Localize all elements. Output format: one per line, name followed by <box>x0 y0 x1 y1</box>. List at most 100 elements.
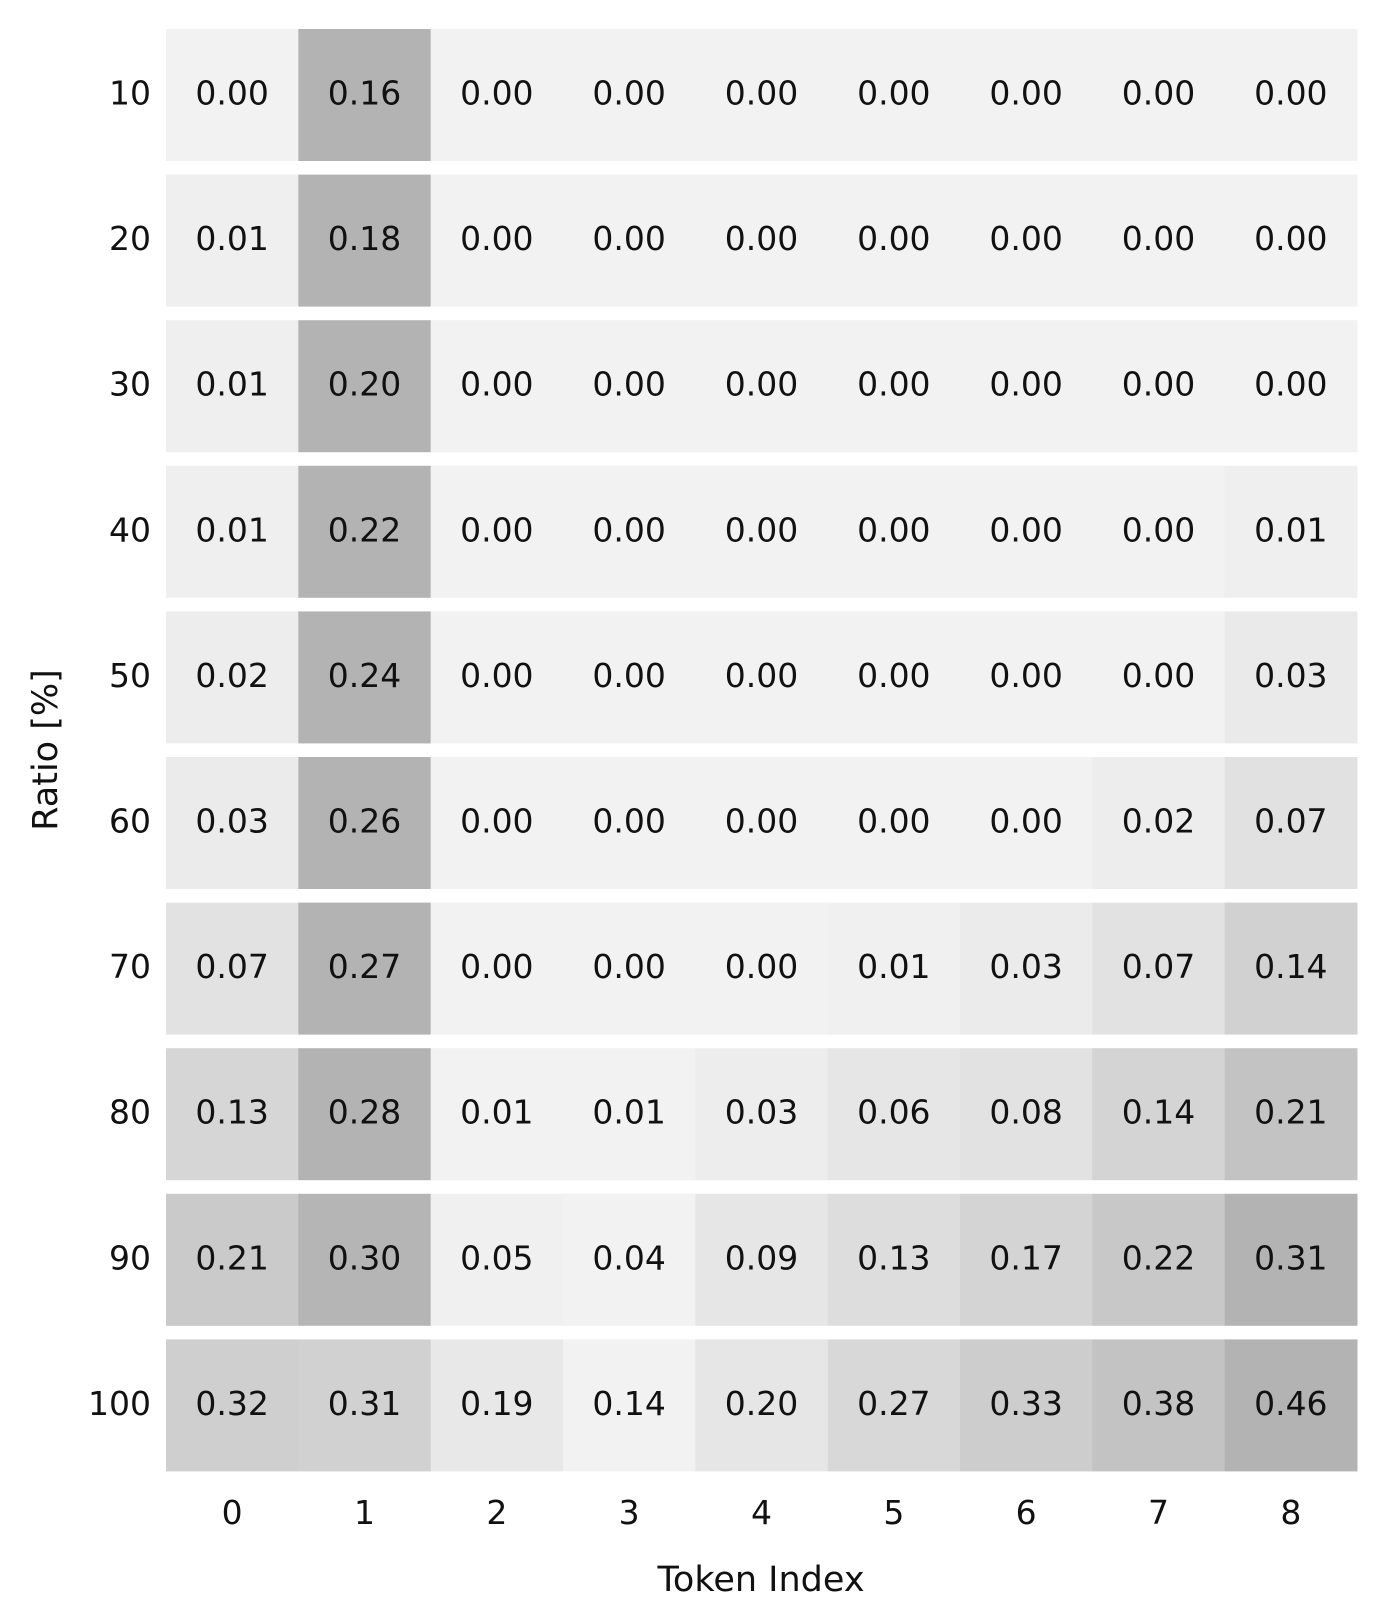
heatmap-cell <box>563 174 696 307</box>
cell-label: 0.27 <box>857 1384 930 1423</box>
cell-label: 0.00 <box>725 510 798 549</box>
heatmap-cell <box>1224 320 1358 453</box>
cell-label: 0.01 <box>195 510 268 549</box>
y-tick-label: 100 <box>88 1384 151 1423</box>
cell-label: 0.00 <box>592 510 665 549</box>
heatmap-cell <box>430 320 564 453</box>
heatmap-cell <box>430 465 564 598</box>
cell-label: 0.00 <box>460 802 533 841</box>
heatmap-cell <box>1092 465 1226 598</box>
heatmap-cell <box>960 1193 1093 1326</box>
x-tick-label: 3 <box>619 1493 640 1532</box>
heatmap-cell <box>827 1193 961 1326</box>
heatmap-cell <box>430 611 564 744</box>
cell-label: 0.02 <box>195 656 268 695</box>
heatmap-cell <box>298 757 432 889</box>
cell-label: 0.00 <box>1254 365 1327 404</box>
heatmap-cell <box>1092 1048 1226 1181</box>
heatmap-cell <box>166 611 299 744</box>
heatmap-cell <box>960 611 1093 744</box>
heatmap-cell <box>1224 611 1358 744</box>
heatmap-cell <box>827 1339 961 1472</box>
cell-label: 0.20 <box>328 365 401 404</box>
heatmap-cell <box>430 902 564 1035</box>
cell-label: 0.46 <box>1254 1384 1327 1423</box>
y-tick-label: 30 <box>109 365 151 404</box>
heatmap-cell <box>1224 29 1358 161</box>
heatmap-cell <box>960 29 1093 161</box>
y-tick-label: 50 <box>109 656 151 695</box>
heatmap-cell <box>563 611 696 744</box>
cell-label: 0.00 <box>725 947 798 986</box>
heatmap-cell <box>1092 902 1226 1035</box>
cell-label: 0.01 <box>460 1093 533 1132</box>
cell-label: 0.00 <box>460 219 533 258</box>
heatmap-cell <box>166 320 299 453</box>
cell-label: 0.21 <box>1254 1093 1327 1132</box>
heatmap-cell <box>166 1193 299 1326</box>
cell-label: 0.00 <box>857 74 930 113</box>
heatmap-cell <box>166 29 299 161</box>
heatmap-cell <box>827 465 961 598</box>
heatmap-cell <box>1092 757 1226 889</box>
heatmap-cell <box>563 465 696 598</box>
heatmap-cell <box>1224 902 1358 1035</box>
heatmap-cell <box>430 174 564 307</box>
cell-label: 0.00 <box>989 74 1062 113</box>
cell-label: 0.00 <box>989 656 1062 695</box>
y-axis-label: Ratio [%] <box>26 669 66 831</box>
heatmap-cell <box>166 1048 299 1181</box>
heatmap-cell <box>695 611 829 744</box>
heatmap-cell <box>695 1339 829 1472</box>
heatmap-cell <box>298 1339 432 1472</box>
cell-label: 0.22 <box>328 510 401 549</box>
cell-label: 0.00 <box>989 802 1062 841</box>
x-tick-label: 4 <box>751 1493 772 1532</box>
cell-label: 0.00 <box>1122 74 1195 113</box>
heatmap-cell <box>695 174 829 307</box>
cell-label: 0.00 <box>1122 656 1195 695</box>
heatmap-cell <box>298 1048 432 1181</box>
heatmap-cell <box>1224 1193 1358 1326</box>
cell-label: 0.28 <box>328 1093 401 1132</box>
heatmap-cell <box>960 1048 1093 1181</box>
cell-label: 0.00 <box>195 74 268 113</box>
heatmap-cell <box>1224 465 1358 598</box>
cell-label: 0.33 <box>989 1384 1062 1423</box>
cell-label: 0.07 <box>1122 947 1195 986</box>
heatmap-cell <box>1092 320 1226 453</box>
heatmap-cell <box>1092 1339 1226 1472</box>
cell-label: 0.00 <box>857 656 930 695</box>
cell-label: 0.05 <box>460 1238 533 1277</box>
heatmap-cell <box>166 757 299 889</box>
cell-label: 0.03 <box>1254 656 1327 695</box>
y-tick-label: 80 <box>109 1093 151 1132</box>
cell-label: 0.00 <box>725 656 798 695</box>
cell-label: 0.03 <box>725 1093 798 1132</box>
heatmap-cell <box>563 320 696 453</box>
cell-label: 0.17 <box>989 1238 1062 1277</box>
heatmap-cell <box>563 1048 696 1181</box>
heatmap-cell <box>298 1193 432 1326</box>
heatmap-cell <box>695 902 829 1035</box>
heatmap-cell <box>166 902 299 1035</box>
heatmap-cell <box>695 757 829 889</box>
cell-label: 0.00 <box>592 219 665 258</box>
heatmap-cell <box>960 174 1093 307</box>
heatmap-cell <box>563 1193 696 1326</box>
cell-label: 0.32 <box>195 1384 268 1423</box>
heatmap-cell <box>827 902 961 1035</box>
cell-label: 0.16 <box>328 74 401 113</box>
cell-label: 0.03 <box>989 947 1062 986</box>
cell-label: 0.01 <box>195 365 268 404</box>
heatmap-cell <box>430 29 564 161</box>
cell-label: 0.14 <box>1254 947 1327 986</box>
cell-label: 0.00 <box>725 365 798 404</box>
cell-label: 0.00 <box>989 365 1062 404</box>
cell-label: 0.21 <box>195 1238 268 1277</box>
heatmap-cell <box>1224 757 1358 889</box>
heatmap-cell <box>827 29 961 161</box>
cell-label: 0.14 <box>592 1384 665 1423</box>
cell-label: 0.00 <box>1122 219 1195 258</box>
